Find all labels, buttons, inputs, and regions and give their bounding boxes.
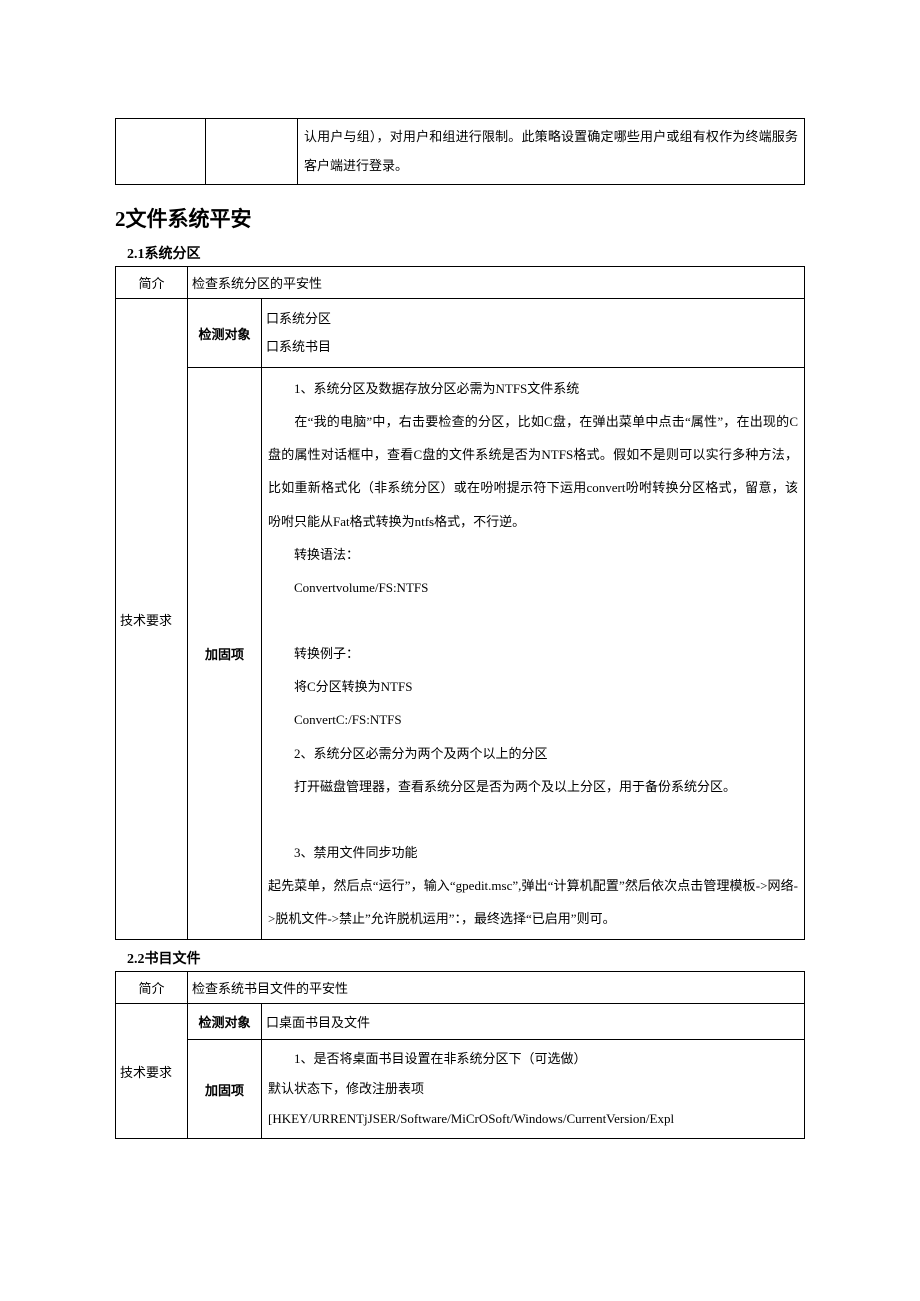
t21-fix-label: 加固项 [188, 368, 262, 940]
t22-fix-text: 1、是否将桌面书目设置在非系统分区下（可选做） 默认状态下，修改注册表项 [HK… [262, 1040, 804, 1138]
t21-tech-label: 技术要求 [116, 299, 188, 940]
t22-intro-label: 简介 [116, 972, 188, 1004]
t22-detect-label: 检测对象 [188, 1004, 262, 1040]
t21-detect-cell: 口系统分区 口系统书目 [262, 299, 805, 368]
top-table-cell-1 [116, 119, 206, 185]
section-2-2-heading: 2.2书目文件 [127, 948, 805, 968]
top-table-cell-2 [206, 119, 298, 185]
t21-detect-label: 检测对象 [188, 299, 262, 368]
section-2-heading: 2文件系统平安 [115, 203, 805, 233]
t21-intro-label: 简介 [116, 267, 188, 299]
t21-fix-text: 1、系统分区及数据存放分区必需为NTFS文件系统 在“我的电脑”中，右击要检查的… [262, 368, 804, 939]
t21-fix-cell: 1、系统分区及数据存放分区必需为NTFS文件系统 在“我的电脑”中，右击要检查的… [262, 368, 805, 940]
top-fragment-table: 认用户与组），对用户和组进行限制。此策略设置确定哪些用户或组有权作为终端服务客户… [115, 118, 805, 185]
t21-detect-item-0: 口系统分区 [266, 305, 800, 333]
t22-detect-value: 口桌面书目及文件 [262, 1004, 805, 1040]
table-2-1: 简介 检查系统分区的平安性 技术要求 检测对象 口系统分区 口系统书目 加固项 … [115, 266, 805, 940]
t22-tech-label: 技术要求 [116, 1004, 188, 1139]
t22-intro-value: 检查系统书目文件的平安性 [188, 972, 805, 1004]
t21-intro-value: 检查系统分区的平安性 [188, 267, 805, 299]
section-2-1-heading: 2.1系统分区 [127, 243, 805, 263]
t22-fix-cell: 1、是否将桌面书目设置在非系统分区下（可选做） 默认状态下，修改注册表项 [HK… [262, 1040, 805, 1139]
t22-fix-label: 加固项 [188, 1040, 262, 1139]
table-2-2: 简介 检查系统书目文件的平安性 技术要求 检测对象 口桌面书目及文件 加固项 1… [115, 971, 805, 1139]
t21-detect-item-1: 口系统书目 [266, 333, 800, 361]
top-table-text: 认用户与组），对用户和组进行限制。此策略设置确定哪些用户或组有权作为终端服务客户… [298, 119, 804, 184]
top-table-cell-3: 认用户与组），对用户和组进行限制。此策略设置确定哪些用户或组有权作为终端服务客户… [298, 119, 805, 185]
document-page: 认用户与组），对用户和组进行限制。此策略设置确定哪些用户或组有权作为终端服务客户… [0, 0, 920, 1199]
